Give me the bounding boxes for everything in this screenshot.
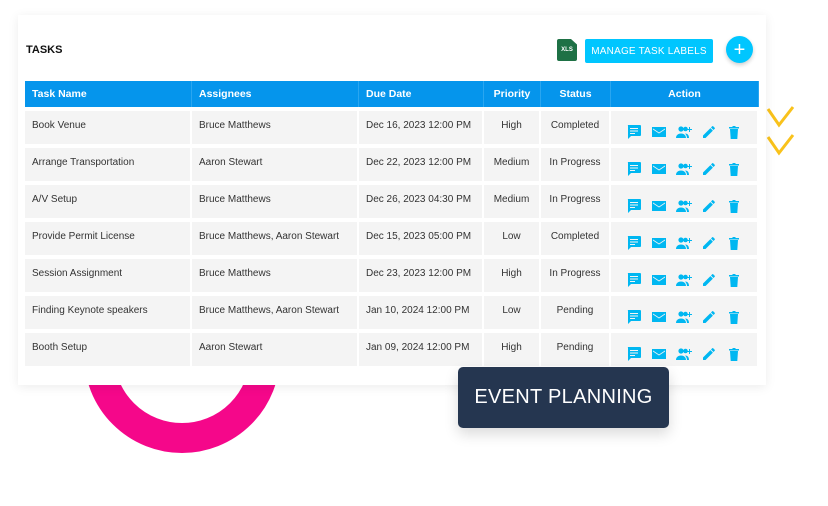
cell-assignees: Bruce Matthews, Aaron Stewart — [192, 222, 359, 255]
edit-icon[interactable] — [701, 272, 717, 288]
email-icon[interactable] — [651, 161, 667, 177]
cell-assignees: Bruce Matthews — [192, 185, 359, 218]
email-icon[interactable] — [651, 235, 667, 251]
delete-icon[interactable] — [726, 198, 742, 214]
delete-icon[interactable] — [726, 161, 742, 177]
cell-actions — [611, 148, 759, 181]
cell-status: Completed — [541, 222, 611, 255]
tasks-table: Task Name Assignees Due Date Priority Status… — [25, 77, 759, 370]
cell-assignees: Aaron Stewart — [192, 333, 359, 366]
cell-status: Pending — [541, 333, 611, 366]
add-task-button[interactable]: + — [726, 36, 753, 63]
cell-actions — [611, 333, 759, 366]
add-assignee-icon[interactable] — [676, 346, 692, 362]
cell-actions — [611, 185, 759, 218]
cell-assignees: Bruce Matthews, Aaron Stewart — [192, 296, 359, 329]
cell-actions — [611, 111, 759, 144]
add-assignee-icon[interactable] — [676, 124, 692, 140]
delete-icon[interactable] — [726, 346, 742, 362]
event-planning-badge: EVENT PLANNING — [458, 367, 669, 428]
comment-icon[interactable] — [626, 235, 642, 251]
delete-icon[interactable] — [726, 309, 742, 325]
cell-due: Jan 09, 2024 12:00 PM — [359, 333, 484, 366]
table-row: Finding Keynote speakers Bruce Matthews, … — [25, 296, 759, 329]
tasks-card: TASKS XLS MANAGE TASK LABELS + Task Name… — [18, 15, 766, 385]
cell-status: In Progress — [541, 185, 611, 218]
column-header[interactable]: Action — [611, 81, 759, 107]
comment-icon[interactable] — [626, 124, 642, 140]
add-assignee-icon[interactable] — [676, 272, 692, 288]
column-header[interactable]: Due Date — [359, 81, 484, 107]
cell-status: Completed — [541, 111, 611, 144]
table-row: Book Venue Bruce Matthews Dec 16, 2023 12:… — [25, 111, 759, 144]
add-assignee-icon[interactable] — [676, 198, 692, 214]
column-header[interactable]: Assignees — [192, 81, 359, 107]
add-assignee-icon[interactable] — [676, 161, 692, 177]
cell-assignees: Bruce Matthews — [192, 111, 359, 144]
cell-actions — [611, 222, 759, 255]
comment-icon[interactable] — [626, 309, 642, 325]
edit-icon[interactable] — [701, 309, 717, 325]
delete-icon[interactable] — [726, 272, 742, 288]
cell-name: Finding Keynote speakers — [25, 296, 192, 329]
column-header[interactable]: Task Name — [25, 81, 192, 107]
table-row: Provide Permit License Bruce Matthews, Aa… — [25, 222, 759, 255]
cell-due: Dec 23, 2023 12:00 PM — [359, 259, 484, 292]
cell-priority: High — [484, 333, 541, 366]
email-icon[interactable] — [651, 346, 667, 362]
cell-due: Dec 16, 2023 12:00 PM — [359, 111, 484, 144]
cell-name: Provide Permit License — [25, 222, 192, 255]
checkmark-icons — [766, 106, 795, 156]
cell-status: In Progress — [541, 259, 611, 292]
edit-icon[interactable] — [701, 124, 717, 140]
delete-icon[interactable] — [726, 235, 742, 251]
email-icon[interactable] — [651, 198, 667, 214]
add-assignee-icon[interactable] — [676, 309, 692, 325]
table-row: Booth Setup Aaron Stewart Jan 09, 2024 12:… — [25, 333, 759, 366]
cell-priority: High — [484, 111, 541, 144]
edit-icon[interactable] — [701, 161, 717, 177]
cell-status: In Progress — [541, 148, 611, 181]
column-header[interactable]: Status — [541, 81, 611, 107]
comment-icon[interactable] — [626, 198, 642, 214]
cell-name: Book Venue — [25, 111, 192, 144]
cell-priority: Low — [484, 296, 541, 329]
tasks-title: TASKS — [26, 44, 63, 56]
comment-icon[interactable] — [626, 346, 642, 362]
cell-assignees: Bruce Matthews — [192, 259, 359, 292]
cell-priority: High — [484, 259, 541, 292]
cell-due: Jan 10, 2024 12:00 PM — [359, 296, 484, 329]
cell-name: Arrange Transportation — [25, 148, 192, 181]
edit-icon[interactable] — [701, 198, 717, 214]
comment-icon[interactable] — [626, 161, 642, 177]
table-row: A/V Setup Bruce Matthews Dec 26, 2023 04:3… — [25, 185, 759, 218]
add-assignee-icon[interactable] — [676, 235, 692, 251]
edit-icon[interactable] — [701, 235, 717, 251]
cell-actions — [611, 259, 759, 292]
table-row: Session Assignment Bruce Matthews Dec 23, … — [25, 259, 759, 292]
cell-name: Booth Setup — [25, 333, 192, 366]
delete-icon[interactable] — [726, 124, 742, 140]
cell-priority: Medium — [484, 148, 541, 181]
edit-icon[interactable] — [701, 346, 717, 362]
cell-name: A/V Setup — [25, 185, 192, 218]
table-row: Arrange Transportation Aaron Stewart Dec 2… — [25, 148, 759, 181]
cell-priority: Medium — [484, 185, 541, 218]
cell-assignees: Aaron Stewart — [192, 148, 359, 181]
xls-export-icon[interactable]: XLS — [557, 39, 577, 61]
cell-due: Dec 26, 2023 04:30 PM — [359, 185, 484, 218]
manage-task-labels-button[interactable]: MANAGE TASK LABELS — [585, 39, 713, 63]
email-icon[interactable] — [651, 272, 667, 288]
cell-due: Dec 15, 2023 05:00 PM — [359, 222, 484, 255]
cell-status: Pending — [541, 296, 611, 329]
cell-priority: Low — [484, 222, 541, 255]
email-icon[interactable] — [651, 309, 667, 325]
email-icon[interactable] — [651, 124, 667, 140]
cell-actions — [611, 296, 759, 329]
comment-icon[interactable] — [626, 272, 642, 288]
column-header[interactable]: Priority — [484, 81, 541, 107]
cell-due: Dec 22, 2023 12:00 PM — [359, 148, 484, 181]
cell-name: Session Assignment — [25, 259, 192, 292]
